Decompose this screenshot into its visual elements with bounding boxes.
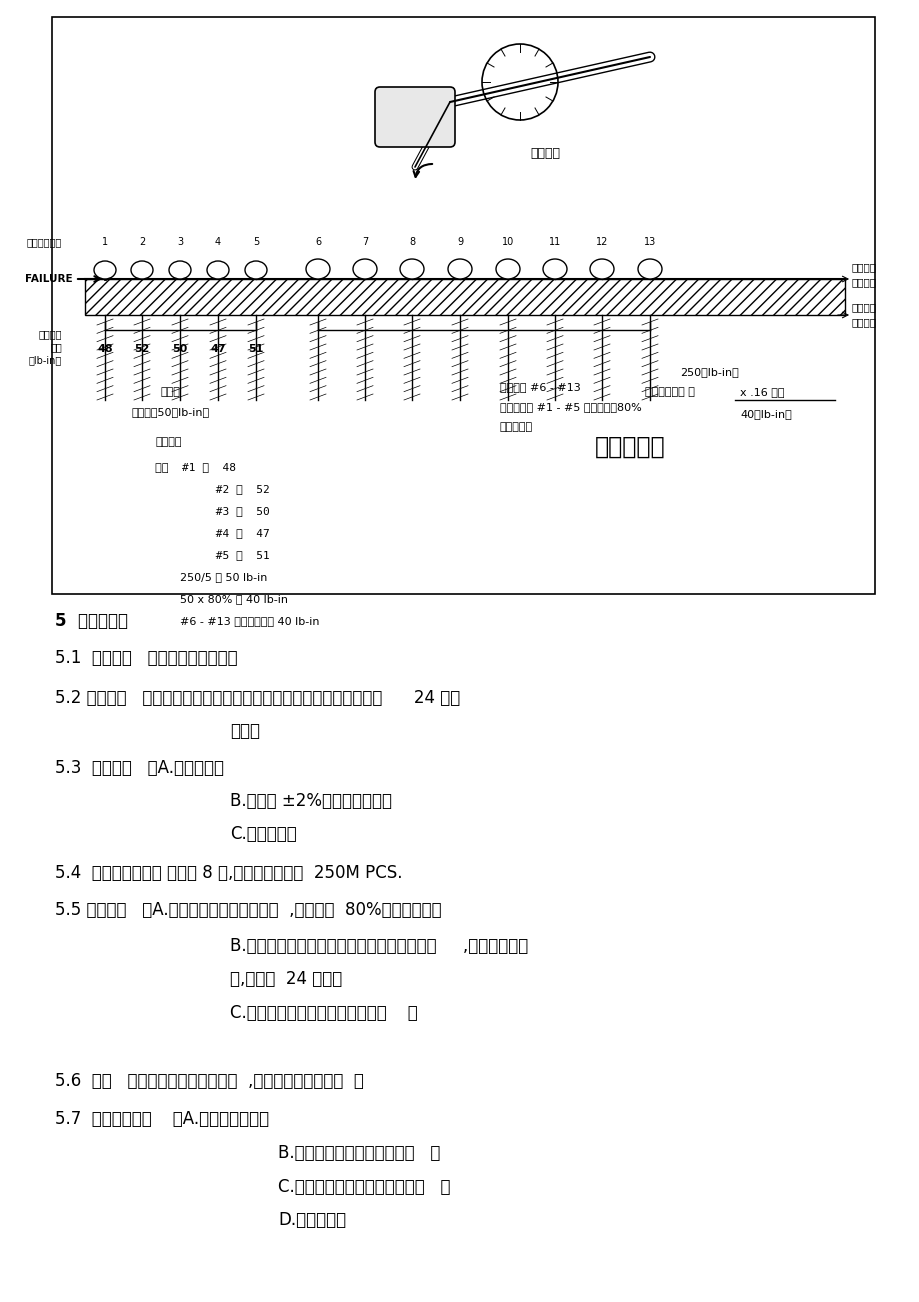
- Text: 螺絲  #1 ＝  48: 螺絲 #1 ＝ 48: [154, 462, 236, 473]
- FancyBboxPatch shape: [375, 87, 455, 147]
- Text: 崩坏．: 崩坏．: [230, 723, 260, 740]
- Text: 52: 52: [134, 344, 150, 354]
- Text: 50: 50: [172, 344, 187, 354]
- Text: 扭力扳手: 扭力扳手: [529, 147, 560, 160]
- Text: 5.4  建议最少测试量 ：每批 8 支,每批批量不超过  250M PCS.: 5.4 建议最少测试量 ：每批 8 支,每批批量不超过 250M PCS.: [55, 865, 403, 881]
- Text: 5  氢脆化试验: 5 氢脆化试验: [55, 612, 128, 630]
- Text: 平面華司: 平面華司: [851, 262, 876, 272]
- Ellipse shape: [353, 259, 377, 279]
- Text: C.未套入华司造成夹紧扭力过高   ．: C.未套入华司造成夹紧扭力过高 ．: [278, 1178, 450, 1197]
- Text: 4: 4: [215, 237, 221, 247]
- Text: 8: 8: [408, 237, 414, 247]
- Ellipse shape: [637, 259, 662, 279]
- Text: 氢脆化测試: 氢脆化测試: [594, 435, 664, 460]
- Text: C.将螺丝旋松后再旋紧至锁紧扭力    ．: C.将螺丝旋松后再旋紧至锁紧扭力 ．: [230, 1004, 417, 1022]
- Text: 破断时扭: 破断时扭: [39, 329, 62, 339]
- Text: （lb-in）: （lb-in）: [28, 355, 62, 365]
- Text: B.将平面华司套入螺丝再将螺丝旋入测试钢板     ,旋紧至锁紧扭: B.将平面华司套入螺丝再将螺丝旋入测试钢板 ,旋紧至锁紧扭: [230, 937, 528, 954]
- Text: 5: 5: [253, 237, 259, 247]
- Text: 5.6  不良   ：从测试开始至测试终了  ,不可有任何螺丝断头  ．: 5.6 不良 ：从测试开始至测试终了 ,不可有任何螺丝断头 ．: [55, 1072, 364, 1090]
- Text: x .16 因子: x .16 因子: [739, 387, 784, 397]
- Text: #2 ＝  52: #2 ＝ 52: [154, 484, 269, 493]
- Ellipse shape: [94, 260, 116, 279]
- Text: 螺絲編號 #6 - #13: 螺絲編號 #6 - #13: [499, 381, 580, 392]
- Text: 11: 11: [549, 237, 561, 247]
- Text: FAILURE: FAILURE: [26, 273, 73, 284]
- Text: C.平面华司．: C.平面华司．: [230, 825, 297, 842]
- Text: 力值: 力值: [51, 342, 62, 352]
- Text: B.精度在 ±2%内之扭力扳手．: B.精度在 ±2%内之扭力扳手．: [230, 792, 391, 810]
- Text: 力,并置放  24 小时．: 力,并置放 24 小时．: [230, 970, 342, 988]
- Text: 5.5 测试程序   ：A.以扭力强度之平均为基准  ,将之乘以  80%为锁紧扭力．: 5.5 测试程序 ：A.以扭力强度之平均为基准 ,将之乘以 80%为锁紧扭力．: [55, 901, 441, 919]
- Ellipse shape: [130, 260, 153, 279]
- Text: 1: 1: [102, 237, 108, 247]
- Text: 12: 12: [596, 237, 607, 247]
- Text: 5.7  产品不良因素    ：A.电镀后未烘干．: 5.7 产品不良因素 ：A.电镀后未烘干．: [55, 1111, 269, 1128]
- Ellipse shape: [589, 259, 613, 279]
- Text: #3 ＝  50: #3 ＝ 50: [154, 506, 269, 516]
- Ellipse shape: [448, 259, 471, 279]
- Text: 250/5 ＝ 50 lb-in: 250/5 ＝ 50 lb-in: [180, 572, 267, 582]
- Text: D.孔深太深．: D.孔深太深．: [278, 1211, 346, 1229]
- Text: 5.2 测试目的   ：提早发现以预防电镀自攻螺丝因为氢脆化而在锁紧后      24 小时: 5.2 测试目的 ：提早发现以预防电镀自攻螺丝因为氢脆化而在锁紧后 24 小时: [55, 689, 460, 707]
- Text: B.螺丝以太高之锁紧扭力锁紧   ．: B.螺丝以太高之锁紧扭力锁紧 ．: [278, 1144, 440, 1161]
- Ellipse shape: [169, 260, 191, 279]
- Text: 48: 48: [97, 344, 113, 354]
- Text: 破断扭力: 破断扭力: [154, 437, 181, 447]
- Text: 47: 47: [210, 344, 225, 354]
- Text: 5.1  适用范围   ：所有电镀自攻螺丝: 5.1 适用范围 ：所有电镀自攻螺丝: [55, 648, 237, 667]
- Text: （側面）: （側面）: [851, 316, 876, 327]
- Ellipse shape: [542, 259, 566, 279]
- Text: 断扭力＝50（lb-in）: 断扭力＝50（lb-in）: [131, 408, 210, 417]
- Text: 51: 51: [248, 344, 264, 354]
- Ellipse shape: [244, 260, 267, 279]
- Text: 測試鋼板: 測試鋼板: [851, 302, 876, 312]
- Text: 5.3  测试装置   ：A.测试钢板．: 5.3 测试装置 ：A.测试钢板．: [55, 759, 223, 777]
- Ellipse shape: [306, 259, 330, 279]
- Text: 6: 6: [314, 237, 321, 247]
- Text: （側面）: （側面）: [851, 277, 876, 286]
- Text: 250（lb-in）: 250（lb-in）: [679, 367, 738, 378]
- Text: 平均值计算式 ＝: 平均值计算式 ＝: [644, 387, 694, 397]
- Bar: [85, 279, 844, 315]
- Text: 50 x 80% ＝ 40 lb-in: 50 x 80% ＝ 40 lb-in: [180, 594, 288, 604]
- Text: 螺絲樣品編號: 螺絲樣品編號: [27, 237, 62, 247]
- Text: 13: 13: [643, 237, 655, 247]
- Text: #6 - #13 之鎖緊扭力為 40 lb-in: #6 - #13 之鎖緊扭力為 40 lb-in: [180, 616, 319, 626]
- Text: 40（lb-in）: 40（lb-in）: [739, 409, 791, 419]
- Text: #5 ＝  51: #5 ＝ 51: [154, 549, 269, 560]
- Text: #4 ＝  47: #4 ＝ 47: [154, 529, 269, 538]
- Text: 3: 3: [176, 237, 183, 247]
- Text: 7: 7: [361, 237, 368, 247]
- Bar: [52, 17, 874, 594]
- Ellipse shape: [400, 259, 424, 279]
- Text: 將螺絲鎖緊: 將螺絲鎖緊: [499, 422, 532, 432]
- Ellipse shape: [207, 260, 229, 279]
- Text: 以螺絲編號 #1 - #5 扭力強度之80%: 以螺絲編號 #1 - #5 扭力強度之80%: [499, 402, 641, 411]
- Ellipse shape: [495, 259, 519, 279]
- Text: 2: 2: [139, 237, 145, 247]
- Text: 平均破: 平均破: [161, 387, 180, 397]
- Text: 9: 9: [457, 237, 462, 247]
- Text: 10: 10: [502, 237, 514, 247]
